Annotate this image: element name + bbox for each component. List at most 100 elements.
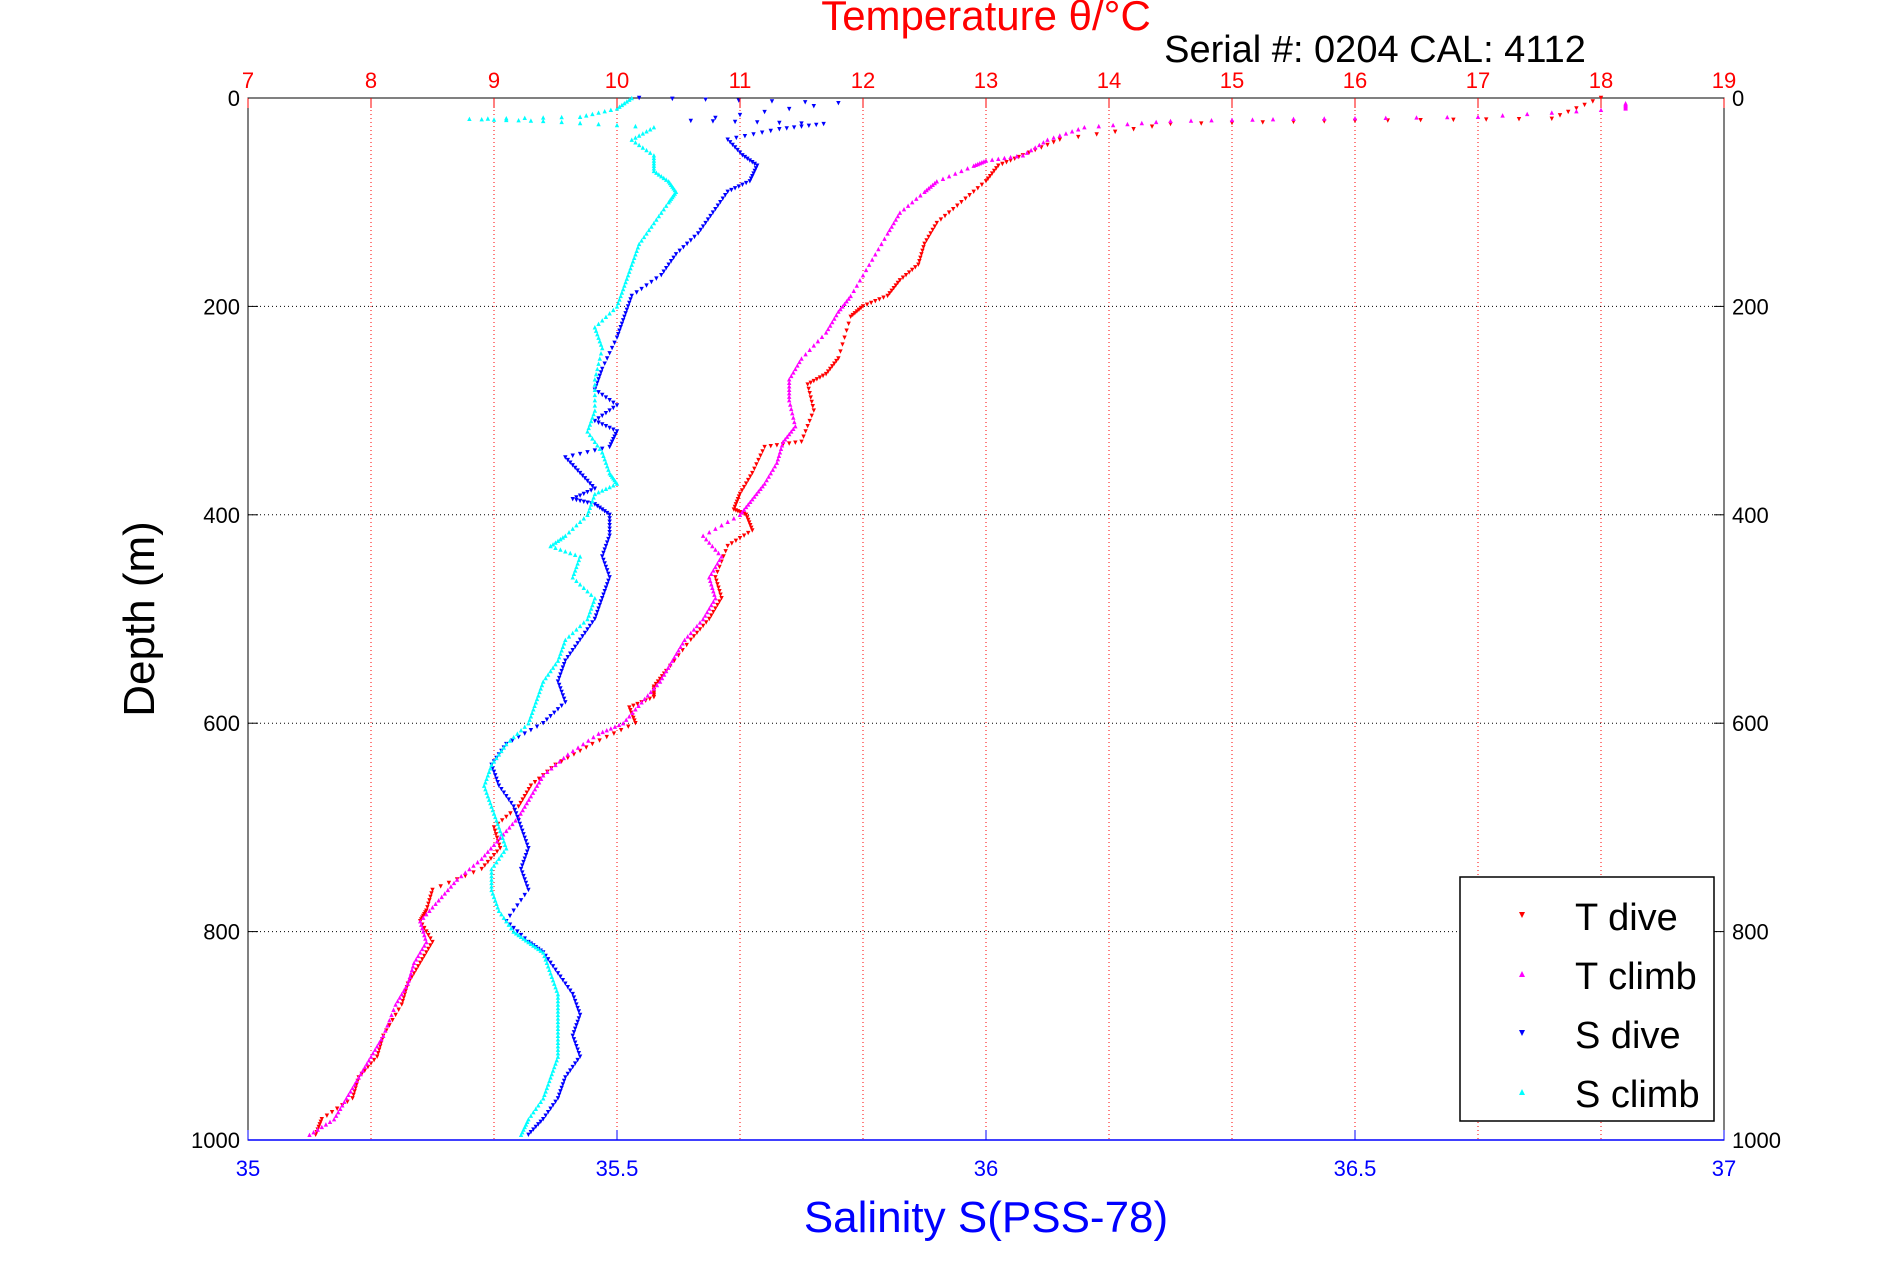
data-point xyxy=(611,437,616,442)
data-point xyxy=(518,866,524,872)
data-point xyxy=(428,894,433,900)
data-point xyxy=(828,366,833,372)
data-point xyxy=(754,462,759,467)
data-point xyxy=(345,1099,350,1104)
data-point xyxy=(364,1061,370,1066)
data-point xyxy=(327,1119,333,1124)
data-point xyxy=(807,391,812,396)
data-point xyxy=(555,658,561,663)
data-point xyxy=(1004,160,1009,165)
data-point xyxy=(601,453,606,458)
data-point xyxy=(787,387,792,392)
data-point xyxy=(581,491,586,497)
data-point xyxy=(526,887,531,893)
data-point xyxy=(574,1044,579,1049)
data-point xyxy=(642,696,647,702)
data-point xyxy=(815,338,821,344)
depth-tick-label-left: 400 xyxy=(203,503,240,528)
data-point xyxy=(501,839,507,844)
data-point xyxy=(550,964,556,969)
data-point xyxy=(528,1113,534,1118)
data-point xyxy=(603,564,609,570)
data-point xyxy=(1041,140,1046,145)
data-point xyxy=(922,189,927,194)
data-point xyxy=(934,179,939,184)
data-point xyxy=(709,582,714,587)
data-point xyxy=(895,280,901,286)
data-point xyxy=(604,510,610,516)
data-point xyxy=(541,773,546,778)
data-point xyxy=(797,359,802,365)
data-point xyxy=(723,549,728,554)
data-point xyxy=(616,331,621,337)
data-point xyxy=(820,373,826,379)
data-point xyxy=(928,231,933,236)
data-point xyxy=(848,314,853,320)
data-point xyxy=(561,1078,567,1084)
data-point xyxy=(1199,121,1204,126)
data-point xyxy=(618,293,623,299)
data-point xyxy=(778,446,784,452)
data-point xyxy=(558,974,563,979)
data-point xyxy=(372,1047,378,1052)
legend-marker xyxy=(1519,971,1525,977)
data-point xyxy=(758,486,763,491)
data-point xyxy=(499,786,504,792)
data-point xyxy=(975,186,980,191)
data-point xyxy=(639,286,644,292)
data-point xyxy=(1623,106,1628,111)
data-point xyxy=(415,953,421,959)
data-point xyxy=(755,120,760,125)
data-point xyxy=(591,599,596,604)
data-point xyxy=(510,821,515,827)
data-point xyxy=(504,741,509,747)
data-point xyxy=(600,366,605,372)
data-point xyxy=(555,995,561,1000)
data-point xyxy=(719,595,724,601)
data-point xyxy=(484,776,489,781)
data-point xyxy=(429,891,434,896)
data-point xyxy=(422,943,427,948)
data-point xyxy=(592,486,598,491)
data-point xyxy=(399,991,404,997)
data-point xyxy=(748,499,753,504)
data-point xyxy=(743,481,749,486)
data-point xyxy=(504,814,509,820)
data-point xyxy=(846,296,851,301)
salinity-tick-label: 36 xyxy=(974,1156,998,1181)
data-point xyxy=(489,870,494,875)
data-point xyxy=(609,439,615,445)
data-point xyxy=(425,905,430,910)
data-point xyxy=(500,818,505,823)
data-point xyxy=(538,776,544,781)
data-point xyxy=(636,133,642,138)
data-point xyxy=(636,95,642,101)
data-point xyxy=(661,206,666,212)
data-point xyxy=(870,257,875,262)
data-point xyxy=(649,224,654,229)
data-point xyxy=(547,967,552,973)
data-point xyxy=(570,453,575,458)
data-point xyxy=(418,960,423,966)
data-point xyxy=(430,887,435,893)
data-point xyxy=(654,217,659,222)
data-point xyxy=(910,200,915,205)
data-point xyxy=(467,866,472,872)
data-point xyxy=(574,578,579,583)
data-point xyxy=(673,252,679,257)
data-point xyxy=(405,981,411,986)
data-point xyxy=(491,842,497,847)
data-point xyxy=(526,939,531,945)
depth-tick-label-left: 1000 xyxy=(191,1128,240,1153)
data-point xyxy=(702,613,708,618)
data-point xyxy=(415,964,421,969)
data-point xyxy=(532,703,537,709)
data-point xyxy=(737,512,743,517)
data-point xyxy=(556,1092,562,1098)
data-point xyxy=(1033,145,1038,150)
temperature-tick-label: 19 xyxy=(1712,68,1736,93)
data-point xyxy=(1574,108,1579,114)
data-point xyxy=(897,210,903,215)
data-point xyxy=(577,554,583,559)
data-point xyxy=(1112,129,1118,135)
